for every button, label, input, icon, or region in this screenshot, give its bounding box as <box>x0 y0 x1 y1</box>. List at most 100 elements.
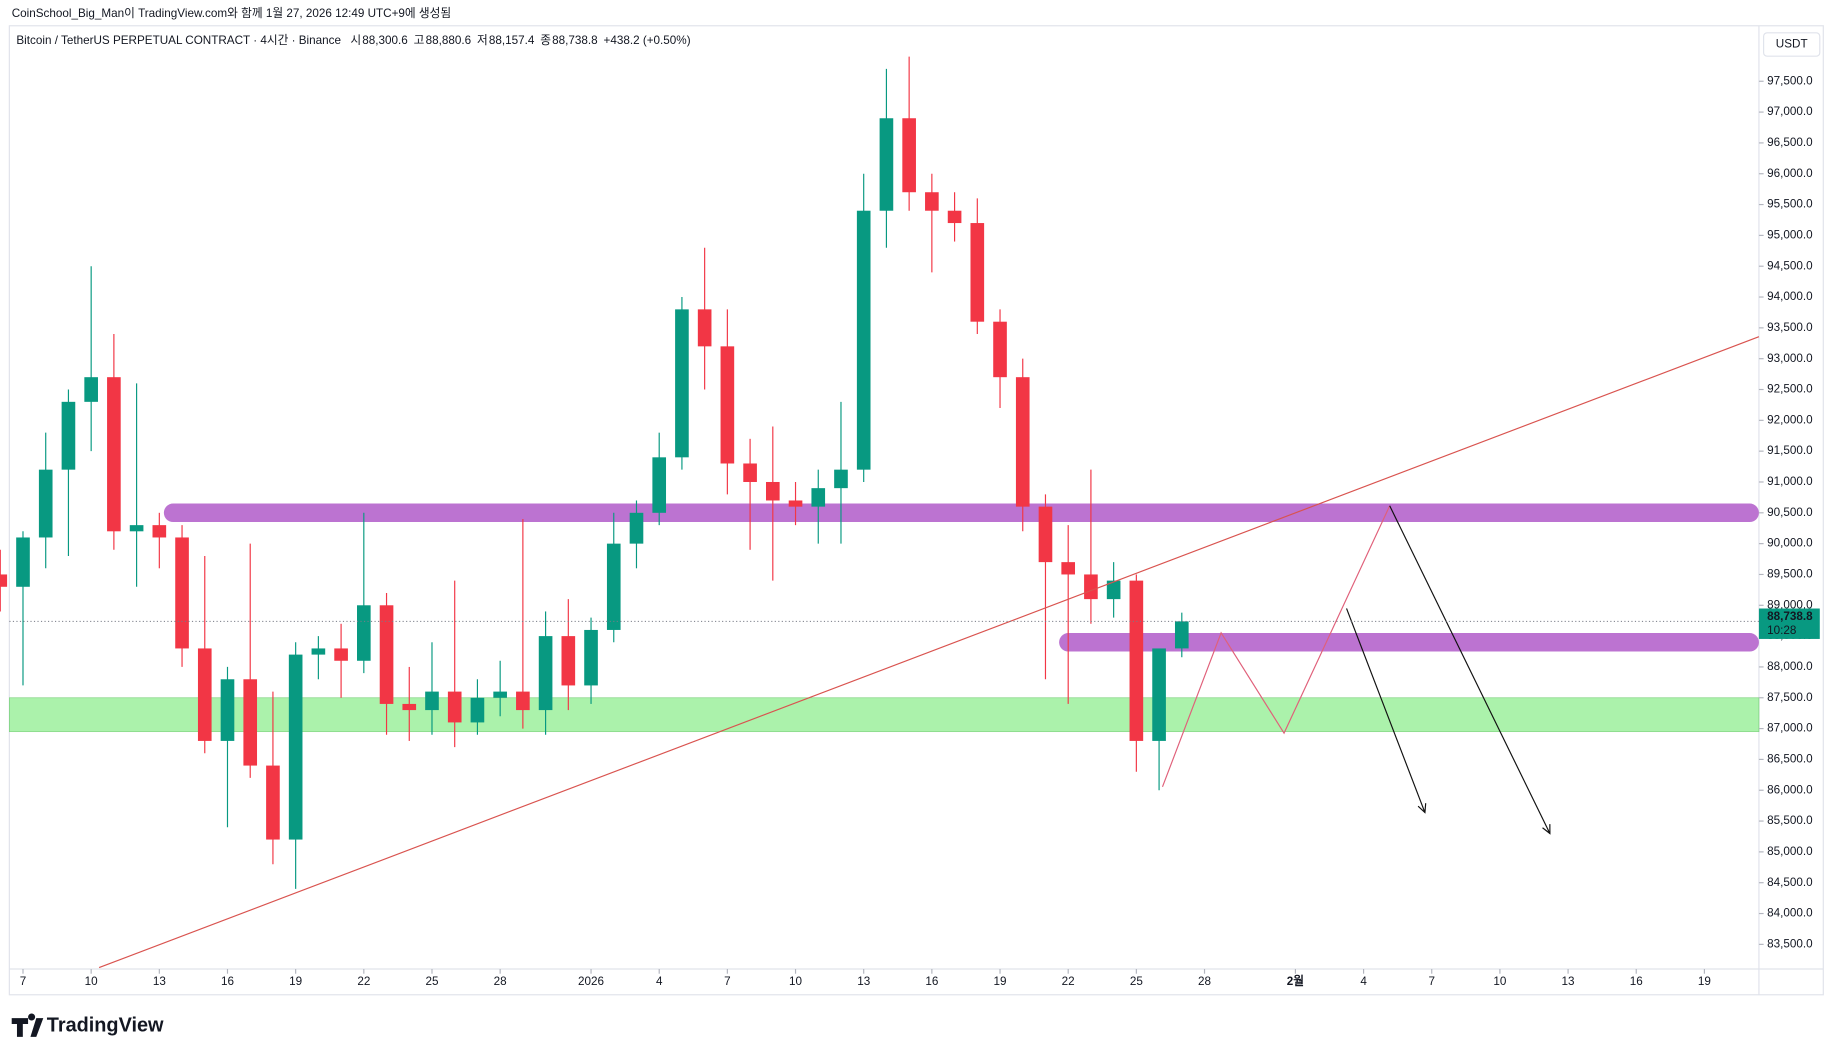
y-tick-label: 84,500.0 <box>1767 876 1813 889</box>
candle <box>902 56 916 211</box>
candle-body <box>447 691 462 723</box>
legend-label: 종 <box>540 34 551 47</box>
candle-body <box>947 210 962 224</box>
candle-body <box>61 401 76 470</box>
candle-body <box>516 691 530 711</box>
candle <box>970 198 985 335</box>
candle <box>197 555 212 754</box>
legend-value: 88,738.8 <box>552 34 598 47</box>
x-tick-label: 16 <box>221 975 234 988</box>
candle-body <box>38 469 53 538</box>
candle <box>175 525 189 667</box>
y-tick-label: 89,500.0 <box>1767 568 1813 581</box>
candle <box>1061 525 1076 704</box>
candle-body <box>970 223 985 322</box>
candle <box>16 531 30 686</box>
last-price: 88,738.8 <box>1767 610 1813 623</box>
candle-body <box>0 574 8 587</box>
legend: Bitcoin / TetherUS PERPETUAL CONTRACT · … <box>16 34 690 47</box>
candle-body <box>425 691 439 711</box>
x-tick-label: 25 <box>1130 975 1144 988</box>
candle-body <box>16 537 30 587</box>
y-tick-label: 97,500.0 <box>1767 74 1813 87</box>
y-tick-label: 90,000.0 <box>1767 537 1813 550</box>
header: CoinSchool_Big_Man이 TradingView.com와 함께 … <box>12 7 452 20</box>
plot <box>0 56 1760 969</box>
y-tick-label: 87,000.0 <box>1767 722 1813 735</box>
candle-body <box>470 697 485 723</box>
candle-body <box>402 703 417 711</box>
candle-body <box>720 346 735 464</box>
arrow-head <box>1417 803 1427 814</box>
price-axis: 83,500.0 84,000.0 84,500.0 85,000.0 85,500.0… <box>1758 74 1813 950</box>
candle-body <box>561 636 576 686</box>
candle <box>1152 648 1166 791</box>
y-tick-label: 85,000.0 <box>1767 845 1813 858</box>
candle-body <box>129 525 144 532</box>
y-tick-label: 93,500.0 <box>1767 321 1813 334</box>
currency-box[interactable] <box>1763 32 1821 57</box>
candle <box>1015 358 1030 532</box>
y-tick-label: 86,500.0 <box>1767 753 1813 766</box>
y-tick-label: 89,000.0 <box>1767 598 1813 611</box>
candle <box>788 481 803 526</box>
candle-body <box>1061 562 1076 575</box>
y-tick-label: 86,000.0 <box>1767 783 1813 796</box>
legend-value: 88,880.6 <box>426 34 472 47</box>
x-tick-label: 28 <box>1198 975 1211 988</box>
candle <box>879 68 894 248</box>
candle <box>606 512 621 643</box>
candle-body <box>811 488 826 507</box>
candle-body <box>902 118 916 193</box>
candle <box>675 297 689 470</box>
arrow <box>1389 505 1551 834</box>
y-tick-label: 95,000.0 <box>1767 228 1813 241</box>
candle-body <box>84 377 98 402</box>
x-tick-label: 7 <box>1428 975 1435 988</box>
zone <box>9 697 1760 733</box>
candle-body <box>538 636 553 711</box>
candle <box>697 247 712 390</box>
candle <box>720 309 735 495</box>
candle <box>447 580 462 748</box>
candle <box>834 401 848 544</box>
candle-body <box>152 525 167 538</box>
candle <box>993 309 1007 409</box>
candle <box>334 623 348 698</box>
currency[interactable]: USDT <box>1776 38 1808 51</box>
candle-body <box>675 309 689 458</box>
y-tick-label: 91,500.0 <box>1767 444 1813 457</box>
y-tick-label: 96,000.0 <box>1767 167 1813 180</box>
candle <box>357 512 371 674</box>
y-tick-label: 93,000.0 <box>1767 352 1813 365</box>
brand: TradingView <box>11 1013 164 1037</box>
candle <box>61 389 76 556</box>
x-tick-label: 10 <box>1493 975 1507 988</box>
y-tick-label: 87,500.0 <box>1767 691 1813 704</box>
candle <box>1038 494 1053 680</box>
legend-label: 저 <box>477 34 488 47</box>
candle-body <box>765 481 780 501</box>
candle-body <box>107 377 121 532</box>
y-tick-label: 83,500.0 <box>1767 937 1813 950</box>
candle-body <box>1038 506 1053 563</box>
candle <box>765 426 780 581</box>
candle <box>584 617 598 704</box>
candle-body <box>1152 648 1166 741</box>
y-tick-label: 94,500.0 <box>1767 259 1813 272</box>
candle-body <box>311 648 326 655</box>
candle-body <box>1174 621 1189 649</box>
y-tick-label: 97,000.0 <box>1767 105 1813 118</box>
y-tick-label: 90,500.0 <box>1767 506 1813 519</box>
x-tick-label: 16 <box>1630 975 1643 988</box>
candle-body <box>493 691 507 698</box>
x-tick-label: 19 <box>994 975 1007 988</box>
candle <box>629 500 644 569</box>
trend-line <box>98 336 1760 969</box>
candle <box>811 469 826 544</box>
candle <box>379 592 394 735</box>
x-tick-label: 13 <box>153 975 166 988</box>
candle <box>538 611 553 735</box>
